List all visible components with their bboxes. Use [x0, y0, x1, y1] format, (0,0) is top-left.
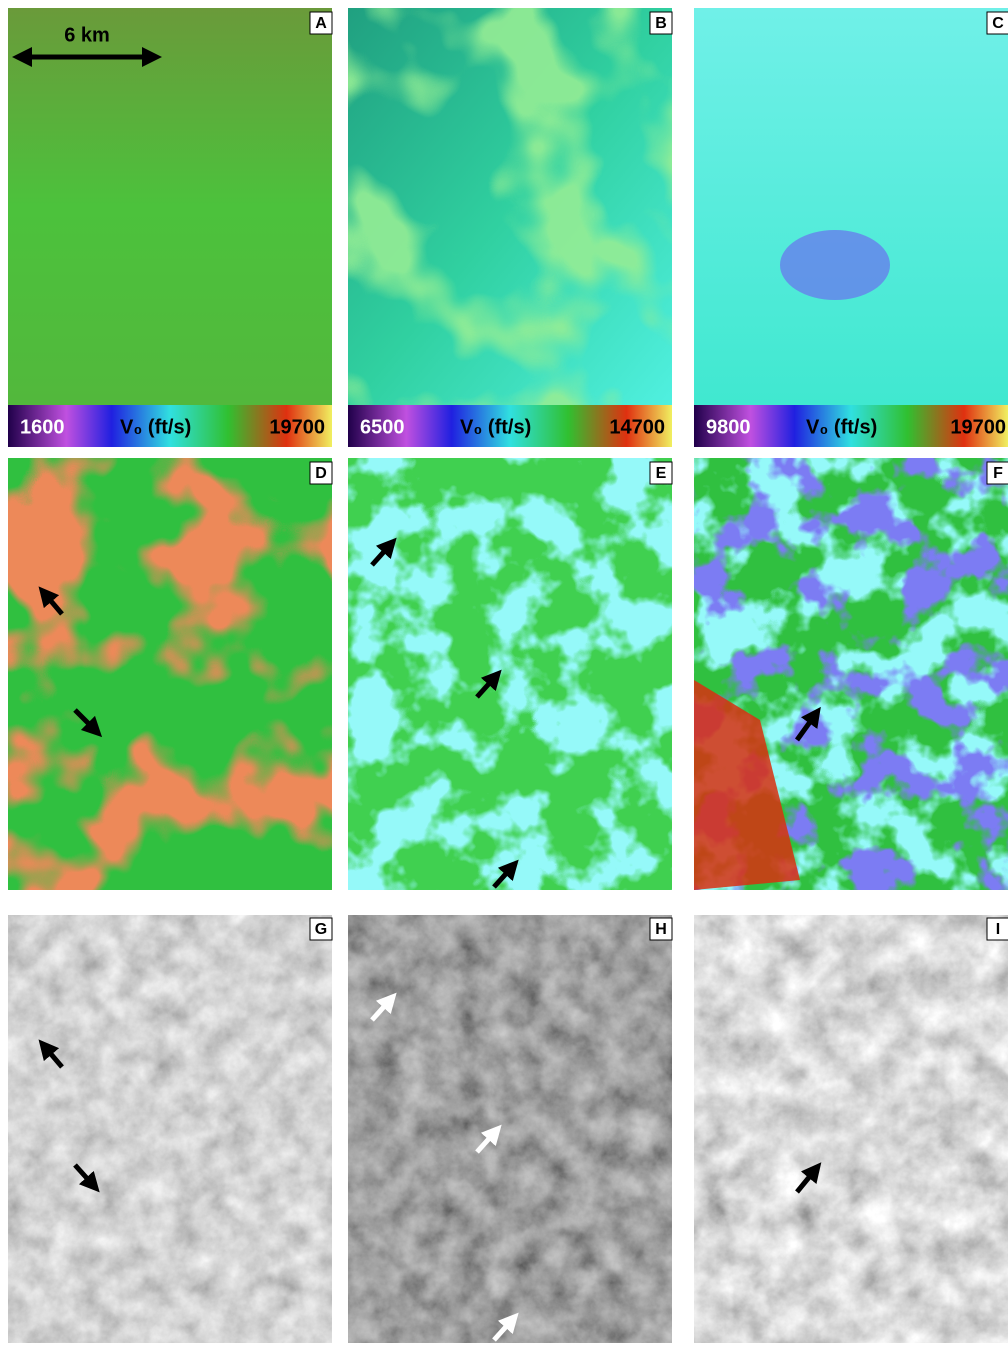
panel-label: A — [315, 15, 327, 32]
map-a — [8, 8, 332, 405]
scale-bar-label: 6 km — [64, 24, 110, 46]
panel-label: H — [655, 921, 667, 938]
colorbar-min: 1600 — [20, 416, 65, 438]
panel-label: C — [992, 15, 1004, 32]
map-e-texture — [348, 458, 672, 890]
panel-label: G — [315, 921, 327, 938]
colorbar-min: 9800 — [706, 416, 751, 438]
panel-label: D — [315, 465, 327, 482]
panel-label: I — [996, 921, 1000, 938]
panel-label: F — [993, 465, 1003, 482]
colorbar-max: 14700 — [609, 416, 665, 438]
colorbar-max: 19700 — [269, 416, 325, 438]
map-b-texture — [348, 8, 672, 405]
colorbar-min: 6500 — [360, 416, 405, 438]
map-c-low — [780, 230, 890, 300]
figure: 1600 V₀ (ft/s) 19700 6500 V₀ (ft/s) 1470… — [0, 0, 1008, 1348]
panel-label: B — [655, 15, 667, 32]
map-c — [694, 8, 1008, 405]
colorbar-max: 19700 — [950, 416, 1006, 438]
colorbar-title: V₀ (ft/s) — [460, 416, 531, 438]
map-d-texture — [8, 458, 332, 890]
colorbar-title: V₀ (ft/s) — [806, 416, 877, 438]
panel-label: E — [656, 465, 667, 482]
map-g — [8, 915, 332, 1343]
map-i — [694, 915, 1008, 1343]
colorbar-title: V₀ (ft/s) — [120, 416, 191, 438]
map-h — [348, 915, 672, 1343]
